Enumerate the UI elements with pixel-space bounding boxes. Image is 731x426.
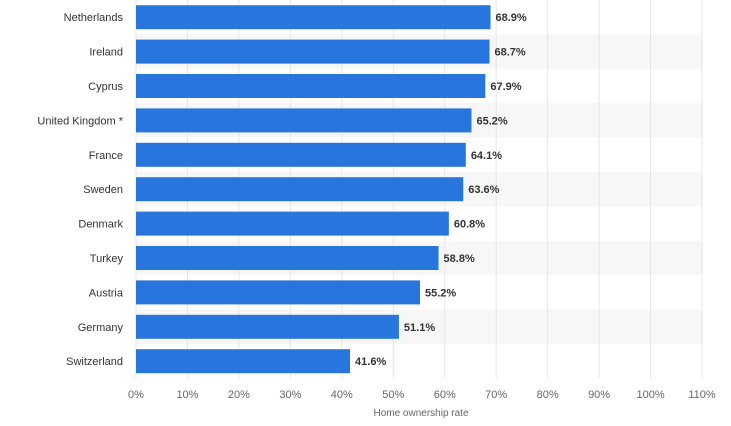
bar [136,314,399,339]
category-label: Turkey [90,253,124,265]
bars [136,5,491,374]
bar [136,108,472,133]
bar [136,280,421,305]
x-tick-label: 10% [176,389,198,401]
bar [136,349,351,374]
bar [136,246,439,270]
x-tick-label: 50% [382,389,404,401]
category-label: Switzerland [66,356,123,368]
data-label: 41.6% [355,356,386,368]
data-label: 65.2% [476,115,507,127]
x-tick-label: 0% [128,389,144,401]
x-tick-label: 20% [228,389,250,401]
data-label: 51.1% [404,322,435,334]
x-axis-title: Home ownership rate [373,408,468,419]
bar [136,211,449,236]
x-tick-label: 70% [485,389,507,401]
data-label: 64.1% [471,150,502,162]
data-labels: 68.9% 68.7% 67.9% 65.2% 64.1% 63.6% 60.8% 58.8%… [355,12,527,368]
bar [136,142,466,167]
data-label: 68.7% [494,47,525,59]
category-label: United Kingdom * [37,115,123,127]
x-tick-label: 110% [688,389,716,401]
category-label: Netherlands [64,12,124,24]
category-label: Ireland [89,47,123,59]
bar [136,74,486,98]
data-label: 55.2% [425,287,456,299]
x-tick-label: 40% [331,389,353,401]
bar [136,5,491,30]
category-label: Cyprus [88,81,123,93]
category-label: Germany [78,322,124,334]
x-tick-label: 100% [636,389,664,401]
category-label: France [89,150,123,162]
category-label: Denmark [78,219,123,231]
bar [136,39,490,64]
data-label: 60.8% [454,219,485,231]
category-label: Austria [89,287,124,299]
data-label: 58.8% [444,253,475,265]
x-tick-label: 80% [537,389,559,401]
x-axis-tick-labels: 0% 10% 20% 30% 40% 50% 60% 70% 80% 90% 100% 110% [128,389,716,401]
x-tick-label: 60% [434,389,456,401]
data-label: 67.9% [490,81,521,93]
bar [136,177,464,202]
category-labels: Netherlands Ireland Cyprus United Kingdom *… [37,12,123,368]
data-label: 68.9% [496,12,527,24]
category-label: Sweden [83,184,123,196]
x-tick-label: 30% [279,389,301,401]
data-label: 63.6% [468,184,499,196]
x-tick-label: 90% [588,389,610,401]
